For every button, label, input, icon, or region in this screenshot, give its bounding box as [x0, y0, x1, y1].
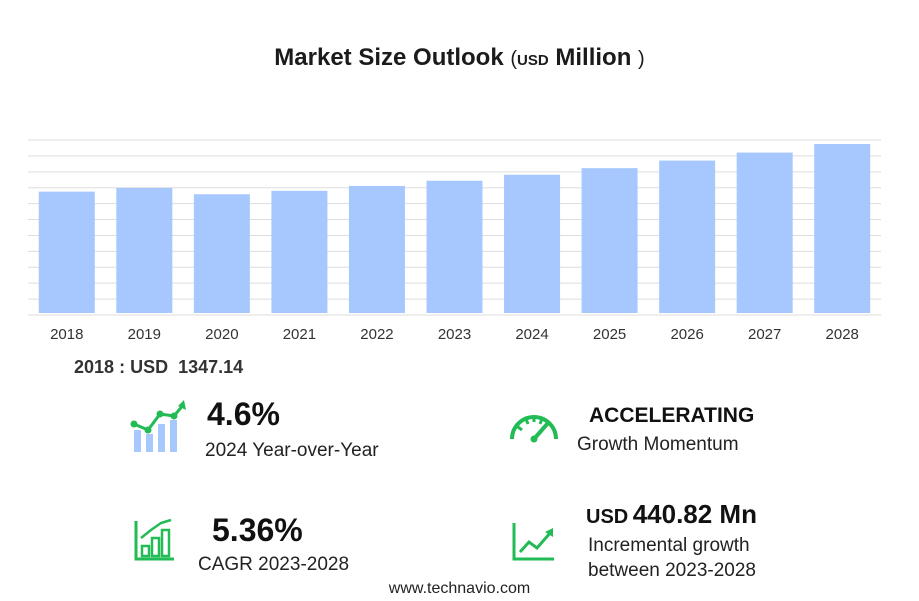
base-year: 2018	[74, 357, 115, 377]
speedometer-icon	[510, 415, 558, 443]
chart-title: Market Size Outlook (USD Million )	[0, 44, 919, 72]
incremental-label-1: Incremental growth	[588, 535, 750, 556]
bar-growth-icon	[134, 518, 174, 561]
x-tick-label: 2018	[50, 326, 83, 343]
bar-2024	[504, 174, 561, 313]
bar-2019	[116, 187, 173, 313]
momentum-label: Growth Momentum	[577, 434, 739, 455]
base-year-value: 2018 : USD 1347.14	[74, 357, 243, 378]
cagr-label: CAGR 2023-2028	[198, 554, 350, 575]
x-tick-label: 2027	[748, 326, 781, 343]
bar-chart: 2018 2019 2020 2021 2022 2023 2024 2025 2026 2027…	[28, 139, 881, 343]
trend-bars-icon	[130, 400, 186, 452]
base-currency: USD	[130, 357, 169, 377]
footer-url: www.technavio.com	[388, 580, 531, 597]
chart-x-ticks: 2018 2019 2020 2021 2022 2023 2024 2025 2026 2027…	[50, 326, 859, 343]
chart-bars	[38, 144, 871, 313]
x-tick-label: 2020	[205, 326, 238, 343]
line-growth-icon	[512, 523, 554, 561]
x-tick-label: 2023	[438, 326, 471, 343]
chart-title-close-paren: )	[638, 48, 645, 70]
incremental-currency: USD	[586, 506, 629, 528]
incremental-label-2: between 2023-2028	[588, 560, 756, 581]
x-tick-label: 2024	[515, 326, 548, 343]
bar-2022	[348, 185, 405, 313]
incremental-value: 440.82 Mn	[632, 499, 757, 529]
x-tick-label: 2022	[360, 326, 393, 343]
bar-2026	[659, 160, 716, 313]
chart-title-unit: USD	[517, 52, 549, 69]
yoy-label: 2024 Year-over-Year	[205, 440, 379, 461]
incremental-value-line: USD 440.82 Mn	[586, 499, 757, 530]
base-separator: :	[119, 357, 126, 377]
x-tick-label: 2026	[670, 326, 703, 343]
bar-2025	[581, 168, 638, 313]
x-tick-label: 2028	[826, 326, 859, 343]
bar-2023	[426, 180, 483, 313]
bar-2020	[193, 194, 250, 313]
bar-2027	[736, 152, 793, 313]
momentum-value: ACCELERATING	[589, 404, 755, 427]
yoy-value: 4.6%	[207, 396, 280, 432]
x-tick-label: 2025	[593, 326, 626, 343]
chart-title-main: Market Size Outlook	[274, 44, 504, 71]
bar-2021	[271, 190, 328, 313]
bar-2028	[814, 144, 871, 313]
x-tick-label: 2019	[128, 326, 161, 343]
chart-title-unit-word: Million	[555, 44, 632, 71]
cagr-value: 5.36%	[212, 512, 303, 548]
base-value: 1347.14	[178, 357, 244, 377]
chart-title-open-paren: (	[510, 48, 518, 70]
x-tick-label: 2021	[283, 326, 316, 343]
bar-2018	[38, 191, 95, 313]
